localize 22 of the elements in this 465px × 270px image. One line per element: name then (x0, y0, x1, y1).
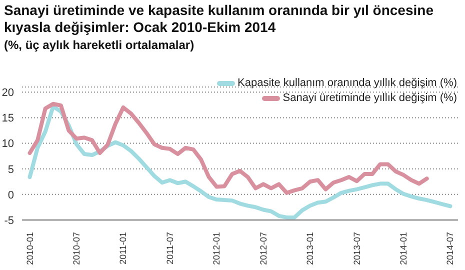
chart-subtitle: (%, üç aylık hareketli ortalamalar) (4, 38, 194, 52)
x-tick-label: 2012-07 (258, 232, 268, 266)
y-tick-label: 10 (2, 138, 14, 150)
legend-label: Kapasite kullanım oranında yıllık değişim (%) (238, 76, 457, 91)
x-tick-label: 2014-01 (398, 232, 408, 266)
x-tick-label: 2010-07 (72, 232, 82, 266)
x-tick-label: 2012-01 (212, 232, 222, 266)
x-tick-label: 2010-01 (24, 232, 35, 266)
x-tick-label: 2013-01 (305, 232, 316, 266)
y-tick-label: 15 (2, 112, 14, 125)
y-tick-label: 20 (2, 87, 14, 100)
x-tick-label: 2014-07 (445, 232, 456, 266)
y-tick-label: 5 (8, 164, 14, 176)
y-tick-label: 0 (8, 189, 14, 202)
chart-title: Sanayi üretiminde ve kapasite kullanım oranında bir yıl öncesine kıyasla değişimler: Ocak 2010-Ekim 2014 (4, 2, 434, 36)
x-tick-label: 2011-07 (164, 232, 175, 264)
line-series (28, 104, 452, 220)
x-tick-label: 2013-07 (352, 232, 362, 266)
x-tick-label: 2011-01 (118, 232, 128, 264)
legend-label: Sanayi üretiminde yıllık değişim (%) (282, 91, 457, 106)
y-tick-label: -5 (4, 214, 14, 227)
line-series (28, 102, 429, 195)
